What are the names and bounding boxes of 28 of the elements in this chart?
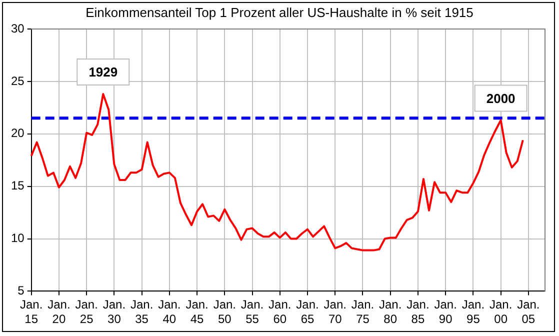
x-tick-label: Jan. 55 (240, 298, 264, 326)
x-tick-label: Jan. 90 (434, 298, 457, 326)
x-tick-label: Jan. 30 (102, 298, 126, 326)
y-tick-label: 20 (10, 126, 25, 140)
x-tick-label: Jan. 75 (351, 298, 374, 326)
x-tick-label: Jan. 80 (379, 298, 402, 326)
x-tick-label: Jan. 40 (158, 298, 181, 326)
x-tick-label: Jan. 25 (75, 298, 98, 326)
x-tick-label: Jan. 20 (48, 298, 70, 326)
y-tick-label: 15 (10, 178, 25, 193)
chart-title: Einkommensanteil Top 1 Prozent aller US-Haushalte in % seit 1915 (84, 5, 474, 20)
x-tick-label: Jan. 00 (489, 298, 512, 326)
x-tick-label: Jan. 70 (324, 298, 346, 326)
annotation: 2000 (486, 90, 516, 106)
x-tick-label: Jan. 50 (213, 298, 236, 326)
y-tick-label: 30 (10, 21, 25, 36)
x-tick-label: Jan. 05 (517, 298, 540, 326)
y-tick-label: 25 (10, 74, 25, 88)
x-tick-label: Jan. 85 (406, 298, 430, 326)
x-tick-label: Jan. 45 (186, 298, 208, 326)
x-tick-label: Jan. 60 (268, 298, 292, 326)
x-tick-label: Jan. 15 (20, 298, 43, 326)
x-tick-label: Jan. 95 (462, 298, 485, 326)
y-tick-label: 10 (10, 231, 25, 246)
x-tick-label: Jan. 35 (130, 298, 154, 326)
y-tick-label: 5 (18, 284, 25, 298)
annotation: 1929 (88, 64, 118, 80)
x-tick-label: Jan. 65 (296, 298, 319, 326)
